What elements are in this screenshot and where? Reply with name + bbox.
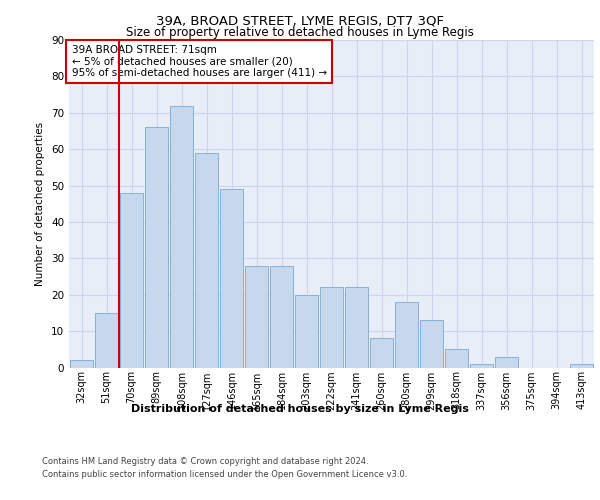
Text: Contains HM Land Registry data © Crown copyright and database right 2024.: Contains HM Land Registry data © Crown c… [42, 458, 368, 466]
Bar [420, 320, 443, 368]
Y-axis label: Number of detached properties: Number of detached properties [35, 122, 46, 286]
Text: Distribution of detached houses by size in Lyme Regis: Distribution of detached houses by size … [131, 404, 469, 414]
Bar [320, 288, 343, 368]
Bar [245, 266, 268, 368]
Bar [195, 153, 218, 368]
Bar [270, 266, 293, 368]
Bar [370, 338, 393, 368]
Text: Size of property relative to detached houses in Lyme Regis: Size of property relative to detached ho… [126, 26, 474, 39]
Bar [145, 128, 168, 368]
Text: 39A, BROAD STREET, LYME REGIS, DT7 3QF: 39A, BROAD STREET, LYME REGIS, DT7 3QF [156, 14, 444, 27]
Bar [220, 189, 243, 368]
Bar [95, 313, 118, 368]
Bar [470, 364, 493, 368]
Bar [70, 360, 93, 368]
Bar [495, 356, 518, 368]
Text: 39A BROAD STREET: 71sqm
← 5% of detached houses are smaller (20)
95% of semi-det: 39A BROAD STREET: 71sqm ← 5% of detached… [71, 45, 327, 78]
Bar [345, 288, 368, 368]
Bar [295, 294, 318, 368]
Bar [445, 350, 468, 368]
Text: Contains public sector information licensed under the Open Government Licence v3: Contains public sector information licen… [42, 470, 407, 479]
Bar [120, 193, 143, 368]
Bar [170, 106, 193, 368]
Bar [395, 302, 418, 368]
Bar [570, 364, 593, 368]
